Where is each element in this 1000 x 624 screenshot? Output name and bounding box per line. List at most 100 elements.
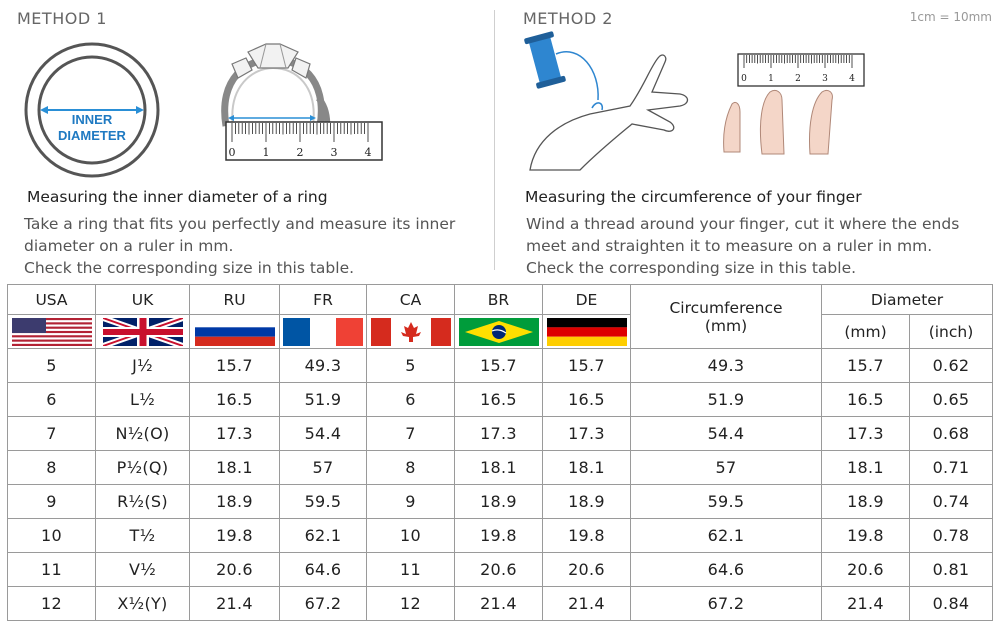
cell-ru: 18.9 <box>189 484 280 519</box>
uk-flag-icon <box>102 317 183 346</box>
col-header-de: DE <box>542 284 631 315</box>
ring-label-inner: INNER <box>72 112 113 127</box>
col-header-br: BR <box>454 284 543 315</box>
cell-ru: 15.7 <box>189 348 280 383</box>
cell-de: 21.4 <box>542 586 631 621</box>
cell-ru: 18.1 <box>189 450 280 485</box>
cell-ca: 7 <box>366 416 455 451</box>
table-row: 11 V½ 20.6 64.6 11 20.6 20.6 64.6 20.6 0.81 <box>7 552 993 587</box>
cell-fr: 59.5 <box>279 484 367 519</box>
cell-ru: 21.4 <box>189 586 280 621</box>
cell-ca: 5 <box>366 348 455 383</box>
table-row: 9 R½(S) 18.9 59.5 9 18.9 18.9 59.5 18.9 0.74 <box>7 484 993 519</box>
cell-diameter-mm: 15.7 <box>821 348 910 383</box>
cell-usa: 6 <box>7 382 96 417</box>
cell-uk: R½(S) <box>95 484 190 519</box>
cell-diameter-inch: 0.62 <box>909 348 993 383</box>
cell-fr: 51.9 <box>279 382 367 417</box>
cell-ca: 10 <box>366 518 455 553</box>
cell-diameter-inch: 0.65 <box>909 382 993 417</box>
table-row: 12 X½(Y) 21.4 67.2 12 21.4 21.4 67.2 21.4 0.84 <box>7 586 993 621</box>
cell-usa: 10 <box>7 518 96 553</box>
cell-ca: 8 <box>366 450 455 485</box>
canada-flag-icon <box>370 317 451 346</box>
cell-diameter-inch: 0.81 <box>909 552 993 587</box>
ruler-number: 1 <box>768 74 774 84</box>
cell-uk: V½ <box>95 552 190 587</box>
circumference-unit: (mm) <box>704 316 748 335</box>
ring-on-ruler-illustration: 0 1 2 3 4 <box>221 43 383 161</box>
panel-divider <box>494 10 495 270</box>
col-header-diameter: Diameter <box>821 284 993 315</box>
table-row: 7 N½(O) 17.3 54.4 7 17.3 17.3 54.4 17.3 0.68 <box>7 416 993 451</box>
cell-circumference: 57 <box>630 450 822 485</box>
cell-usa: 8 <box>7 450 96 485</box>
cell-diameter-inch: 0.68 <box>909 416 993 451</box>
cell-fr: 49.3 <box>279 348 367 383</box>
finger-ruler-illustration: 0 1 2 3 4 <box>723 53 865 155</box>
cell-de: 15.7 <box>542 348 631 383</box>
russia-flag-icon <box>194 317 275 346</box>
cell-de: 20.6 <box>542 552 631 587</box>
cell-uk: X½(Y) <box>95 586 190 621</box>
method-1-caption-title: Measuring the inner diameter of a ring <box>27 188 328 206</box>
cell-ru: 17.3 <box>189 416 280 451</box>
france-flag-icon <box>283 317 363 346</box>
cell-diameter-mm: 21.4 <box>821 586 910 621</box>
cell-diameter-mm: 18.9 <box>821 484 910 519</box>
ruler-numbers: 0 1 2 3 4 <box>741 74 855 84</box>
ruler-number: 2 <box>795 74 801 84</box>
cell-ru: 20.6 <box>189 552 280 587</box>
cell-circumference: 62.1 <box>630 518 822 553</box>
cell-diameter-inch: 0.84 <box>909 586 993 621</box>
cell-usa: 11 <box>7 552 96 587</box>
ruler-number: 2 <box>297 146 304 159</box>
method-1-label: METHOD 1 <box>17 9 107 28</box>
caption-line: meet and straighten it to measure on a r… <box>526 237 933 255</box>
cell-usa: 5 <box>7 348 96 383</box>
ruler-number: 4 <box>365 146 372 159</box>
method-2-caption-body: Wind a thread around your finger, cut it… <box>526 213 996 279</box>
col-header-usa: USA <box>7 284 96 315</box>
cell-de: 18.1 <box>542 450 631 485</box>
ruler-number: 1 <box>263 146 270 159</box>
ruler-number: 0 <box>229 146 236 159</box>
caption-line: Check the corresponding size in this tab… <box>24 259 355 277</box>
header-row: USA UK RU FR CA BR DE Circumference (mm)… <box>7 284 993 349</box>
cell-br: 16.5 <box>454 382 543 417</box>
method-2-caption-title: Measuring the circumference of your fing… <box>525 188 862 206</box>
method-2-label: METHOD 2 <box>523 9 613 28</box>
cell-circumference: 49.3 <box>630 348 822 383</box>
ruler-ticks <box>231 123 369 142</box>
col-header-diameter-mm: (mm) <box>821 314 910 349</box>
cell-diameter-inch: 0.78 <box>909 518 993 553</box>
cell-circumference: 64.6 <box>630 552 822 587</box>
cell-br: 18.9 <box>454 484 543 519</box>
cell-uk: N½(O) <box>95 416 190 451</box>
usa-flag-icon <box>11 317 92 346</box>
col-header-diameter-inch: (inch) <box>909 314 993 349</box>
table-row: 5 J½ 15.7 49.3 5 15.7 15.7 49.3 15.7 0.62 <box>7 348 993 383</box>
cell-circumference: 67.2 <box>630 586 822 621</box>
cell-diameter-mm: 19.8 <box>821 518 910 553</box>
caption-line: Wind a thread around your finger, cut it… <box>526 215 960 233</box>
ruler-numbers: 0 1 2 3 4 <box>229 146 372 159</box>
table-row: 10 T½ 19.8 62.1 10 19.8 19.8 62.1 19.8 0.78 <box>7 518 993 553</box>
scale-note: 1cm = 10mm <box>909 10 992 24</box>
cell-uk: P½(Q) <box>95 450 190 485</box>
cell-de: 17.3 <box>542 416 631 451</box>
caption-line: Take a ring that fits you perfectly and … <box>24 215 456 233</box>
caption-line: diameter on a ruler in mm. <box>24 237 234 255</box>
circumference-label: Circumference <box>669 298 783 317</box>
germany-flag-icon <box>546 317 627 346</box>
cell-de: 19.8 <box>542 518 631 553</box>
cell-br: 19.8 <box>454 518 543 553</box>
cell-ca: 6 <box>366 382 455 417</box>
method-1-panel: METHOD 1 INNER DIAMETER 0 1 2 3 4 Measuring … <box>0 0 493 280</box>
cell-fr: 64.6 <box>279 552 367 587</box>
col-header-circumference: Circumference (mm) <box>630 284 822 349</box>
cell-ca: 11 <box>366 552 455 587</box>
caption-line: Check the corresponding size in this tab… <box>526 259 857 277</box>
cell-usa: 12 <box>7 586 96 621</box>
cell-circumference: 54.4 <box>630 416 822 451</box>
